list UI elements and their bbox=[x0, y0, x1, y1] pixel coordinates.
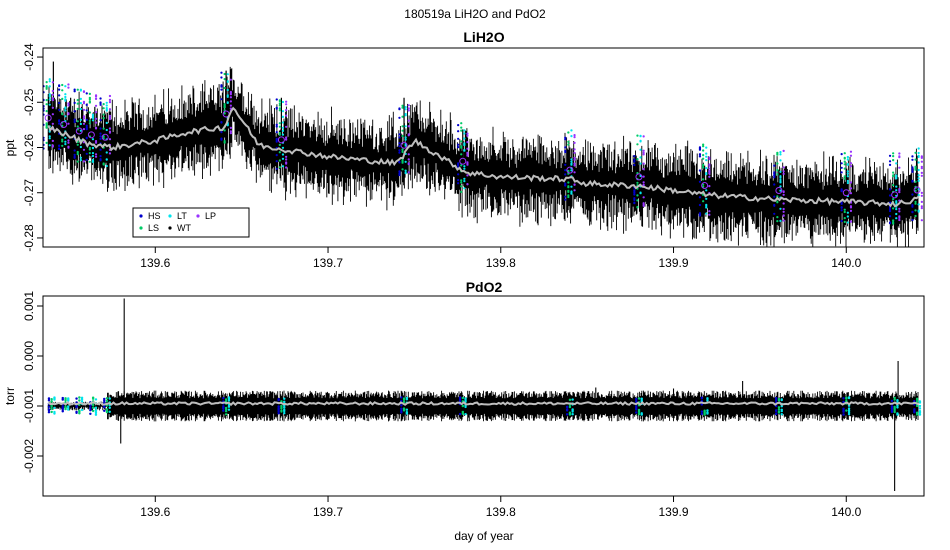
pdo2-ytick-label-0: 0.001 bbox=[22, 291, 36, 321]
legend-label-lp: LP bbox=[205, 211, 216, 221]
lih2o-xtick-label-1: 139.7 bbox=[313, 256, 343, 270]
legend-entry-wt: WT bbox=[168, 223, 191, 233]
lih2o-ytick-label-1: -0.25 bbox=[22, 88, 36, 116]
lih2o-ytick-label-4: -0.28 bbox=[22, 224, 36, 252]
pdo2-ylabel: torr bbox=[3, 387, 17, 405]
pdo2-calibration-burst-13 bbox=[842, 396, 851, 416]
pdo2-xtick-label-0: 139.6 bbox=[140, 505, 170, 519]
lih2o-calibration-burst-8 bbox=[457, 122, 469, 193]
pdo2-smoothed-series bbox=[47, 400, 920, 407]
lih2o-calibration-burst-9 bbox=[564, 129, 576, 201]
pdo2-calibration-burst-12 bbox=[774, 396, 783, 416]
lih2o-calibration-burst-14 bbox=[888, 152, 901, 225]
legend-marker-lt bbox=[168, 214, 172, 218]
lih2o-xtick-label-3: 139.9 bbox=[659, 256, 689, 270]
pdo2-calibration-burst-6 bbox=[277, 397, 286, 415]
pdo2-xtick-label-3: 139.9 bbox=[659, 505, 689, 519]
legend-label-ls: LS bbox=[148, 223, 159, 233]
pdo2-raw-series bbox=[47, 390, 919, 422]
lih2o-x-axis: 139.6 139.7 139.8 139.9 140.0 bbox=[140, 247, 862, 270]
pdo2-plot-frame bbox=[42, 295, 925, 497]
x-axis-label: day of year bbox=[454, 529, 513, 543]
legend-entry-ls: LS bbox=[139, 223, 159, 233]
lih2o-legend: HS LT LP LS WT bbox=[132, 207, 250, 238]
legend-label-wt: WT bbox=[177, 223, 191, 233]
pdo2-series-group bbox=[47, 298, 922, 491]
pdo2-x-axis: 139.6 139.7 139.8 139.9 140.0 bbox=[140, 496, 862, 519]
legend-marker-ls bbox=[139, 226, 143, 230]
legend-box bbox=[132, 207, 250, 238]
lih2o-calibration-burst-11 bbox=[698, 143, 711, 217]
pdo2-ytick-label-1: 0.000 bbox=[22, 341, 36, 371]
pdo2-xtick-label-2: 139.8 bbox=[486, 505, 516, 519]
pdo2-plot-area bbox=[47, 298, 922, 491]
pdo2-ytick-label-3: -0.002 bbox=[22, 439, 36, 473]
pdo2-title: PdO2 bbox=[466, 279, 503, 295]
pdo2-calibration-burst-1 bbox=[61, 396, 70, 413]
lih2o-smoothed-series bbox=[47, 106, 920, 208]
lih2o-calibration-burst-10 bbox=[633, 134, 645, 209]
pdo2-xtick-label-1: 139.7 bbox=[313, 505, 343, 519]
lih2o-calibration-burst-15 bbox=[911, 147, 923, 222]
lih2o-calibration-burst-13 bbox=[840, 150, 853, 224]
lih2o-calibration-burst-12 bbox=[773, 149, 785, 223]
pdo2-ytick-label-2: -0.001 bbox=[22, 389, 36, 423]
legend-label-hs: HS bbox=[148, 211, 161, 221]
lih2o-calibration-burst-1 bbox=[58, 83, 70, 151]
pdo2-xtick-label-4: 140.0 bbox=[831, 505, 861, 519]
legend-marker-wt bbox=[168, 226, 172, 230]
lih2o-y-axis: -0.24 -0.25 -0.26 -0.27 -0.28 bbox=[22, 43, 43, 252]
lih2o-ylabel: ppt bbox=[3, 139, 17, 156]
legend-entry-lt: LT bbox=[168, 211, 187, 221]
lih2o-plot-area bbox=[43, 61, 923, 247]
pdo2-panel: PdO2 139.6 139.7 139.8 139.9 140.0 0.0010.00… bbox=[3, 279, 925, 543]
lih2o-calibration-burst-7 bbox=[398, 104, 410, 177]
lih2o-ytick-label-3: -0.27 bbox=[22, 179, 36, 207]
legend-entry-lp: LP bbox=[196, 211, 216, 221]
lih2o-xtick-label-2: 139.8 bbox=[486, 256, 516, 270]
pdo2-y-axis: 0.001 0.000 -0.001 -0.002 bbox=[22, 291, 43, 473]
lih2o-series-group bbox=[43, 61, 923, 247]
lih2o-calibration-burst-6 bbox=[275, 98, 288, 170]
lih2o-calibration-burst-4 bbox=[99, 94, 112, 168]
legend-label-lt: LT bbox=[177, 211, 187, 221]
lih2o-xtick-label-0: 139.6 bbox=[140, 256, 170, 270]
pdo2-calibration-burst-9 bbox=[565, 398, 574, 416]
lih2o-ytick-label-2: -0.26 bbox=[22, 134, 36, 162]
lih2o-ytick-label-0: -0.24 bbox=[22, 43, 36, 71]
lih2o-title: LiH2O bbox=[463, 29, 504, 45]
figure-suptitle: 180519a LiH2O and PdO2 bbox=[404, 7, 546, 21]
lih2o-panel: LiH2O 139.6 139.7 139.8 139.9 140.0 -0.24-0.… bbox=[3, 29, 925, 270]
legend-entry-hs: HS bbox=[139, 211, 161, 221]
lih2o-xtick-label-4: 140.0 bbox=[831, 256, 861, 270]
legend-marker-hs bbox=[139, 214, 143, 218]
legend-marker-lp bbox=[196, 214, 200, 218]
